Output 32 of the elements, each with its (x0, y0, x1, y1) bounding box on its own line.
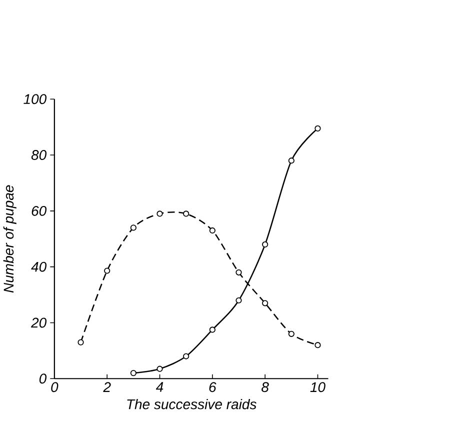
point (209, 227, 216, 234)
point (156, 366, 163, 372)
point (288, 330, 294, 337)
y-tick-label: 20 (30, 318, 47, 328)
y-tick-label: 100 (24, 94, 47, 104)
point (314, 342, 321, 348)
point (130, 370, 136, 376)
x-tick-label: 10 (310, 382, 326, 392)
y-axis-title: Number of pupae (3, 185, 16, 292)
point (288, 157, 294, 164)
point (78, 339, 84, 346)
x-tick-label: 4 (156, 382, 164, 392)
point (236, 269, 242, 276)
point (262, 300, 268, 306)
y-tick-label: 60 (32, 206, 47, 216)
y-tick-label: 40 (31, 262, 47, 272)
x-tick-label: 2 (103, 382, 111, 392)
x-tick-label: 8 (262, 382, 269, 392)
point (262, 241, 268, 248)
point (314, 125, 321, 132)
point (236, 297, 242, 304)
point (130, 224, 136, 231)
point (183, 210, 190, 217)
x-tick-label: 6 (209, 382, 216, 392)
point (156, 210, 163, 217)
point (104, 267, 110, 274)
x-tick-label: 0 (51, 382, 58, 392)
y-tick-label: 80 (31, 150, 47, 160)
point (183, 353, 190, 360)
y-tick-label: 0 (39, 373, 47, 384)
x-axis-title: The successive raids (127, 398, 256, 410)
point (209, 326, 216, 333)
